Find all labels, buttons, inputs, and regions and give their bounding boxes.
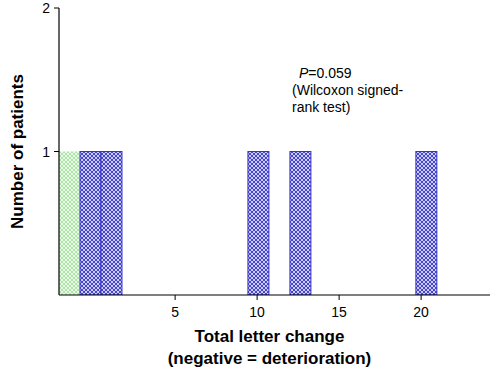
chart: 1 2 5 10 15 20 Total letter change (negative = … [0,0,500,375]
bar [101,152,122,296]
x-tick [175,295,176,300]
bars [59,152,437,296]
annotation-line: (Wilcoxon signed- [292,82,404,98]
x-axis-label-line: (negative = deterioration) [168,349,372,368]
annotation-line: rank test) [292,99,350,115]
x-tick [257,295,258,300]
bar [290,152,311,296]
bar [80,152,101,296]
y-tick-label: 1 [42,144,50,160]
x-tick-label: 5 [171,304,179,320]
annotation: P=0.059(Wilcoxon signed-rank test) [292,65,404,115]
bar [416,152,437,296]
x-axis-label-line: Total letter change [195,327,345,346]
annotation-rest: =0.059 [308,65,351,81]
x-tick-label: 15 [331,304,347,320]
x-tick-label: 10 [249,304,265,320]
y-tick-label: 2 [42,0,50,16]
x-tick [339,295,340,300]
y-tick [54,151,59,152]
x-tick [421,295,422,300]
bar [248,152,269,296]
y-axis-label: Number of patients [8,74,27,229]
x-axis-label: Total letter change (negative = deteriora… [168,327,372,368]
bar [59,152,80,296]
x-axis [59,294,490,295]
y-tick [54,8,59,9]
x-tick-label: 20 [413,304,429,320]
annotation-line: P=0.059 [299,65,352,81]
